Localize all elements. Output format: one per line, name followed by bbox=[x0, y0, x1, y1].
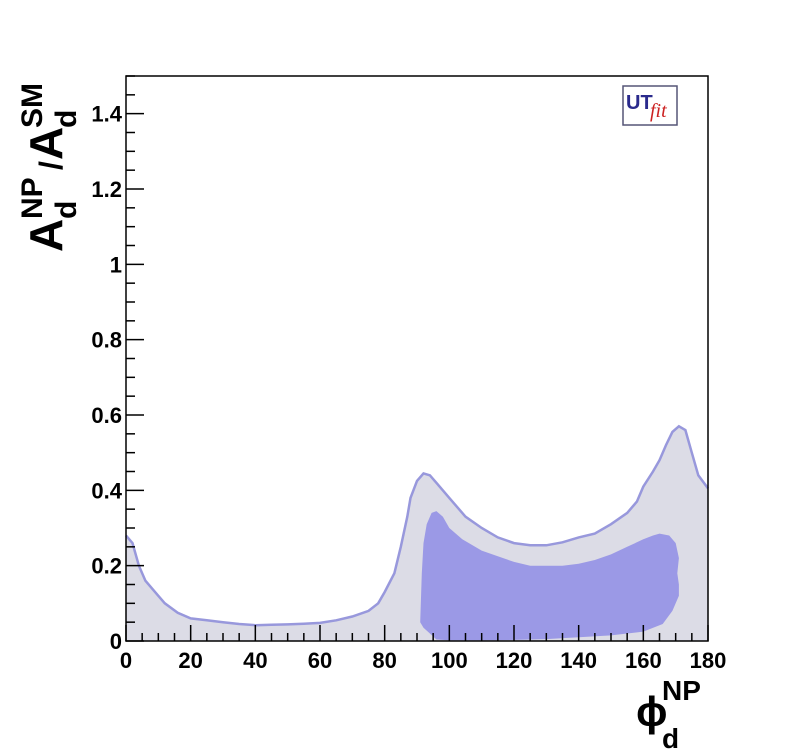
outer-region-boundary bbox=[125, 424, 710, 627]
y-title-a-sm: A bbox=[20, 127, 72, 160]
x-tick-label: 120 bbox=[496, 648, 533, 673]
y-tick-label: 0.6 bbox=[91, 403, 122, 428]
y-tick-label: 1.2 bbox=[91, 177, 122, 202]
x-tick-label: 180 bbox=[690, 648, 727, 673]
logo-ut-text: UT bbox=[626, 92, 653, 114]
x-tick-label: 60 bbox=[308, 648, 332, 673]
x-tick-label: 160 bbox=[625, 648, 662, 673]
x-axis-ticks: 0 20 40 60 80 100 120 140 160 180 bbox=[120, 625, 726, 673]
y-tick-label: 1 bbox=[110, 252, 122, 277]
y-title-sub-d1: d bbox=[50, 201, 83, 219]
y-title-a-np: A bbox=[20, 219, 72, 252]
y-tick-label: 0 bbox=[110, 629, 122, 654]
x-tick-label: 40 bbox=[243, 648, 267, 673]
y-tick-label: 0.4 bbox=[91, 478, 122, 503]
y-title-slash: / bbox=[33, 161, 69, 170]
logo-fit-text: fit bbox=[650, 100, 667, 122]
x-tick-label: 20 bbox=[178, 648, 202, 673]
y-axis-title: A d NP / A d SM bbox=[16, 83, 83, 252]
x-tick-label: 100 bbox=[431, 648, 468, 673]
confidence-regions bbox=[125, 424, 710, 641]
x-tick-label: 140 bbox=[560, 648, 597, 673]
y-tick-label: 0.2 bbox=[91, 554, 122, 579]
x-title-sup-np: NP bbox=[662, 675, 701, 706]
y-axis-ticks: 0 0.2 0.4 0.6 0.8 1 1.2 1.4 bbox=[91, 75, 144, 654]
x-tick-label: 0 bbox=[120, 648, 132, 673]
inner-region-area bbox=[420, 511, 679, 641]
y-tick-label: 0.8 bbox=[91, 328, 122, 353]
utfit-logo: UT fit bbox=[622, 85, 678, 126]
x-axis-title: ϕ NP d bbox=[636, 675, 701, 754]
y-title-sup-np: NP bbox=[16, 177, 49, 219]
x-tick-label: 80 bbox=[372, 648, 396, 673]
y-title-sub-d2: d bbox=[50, 110, 83, 128]
x-title-sub-d: d bbox=[662, 723, 679, 754]
y-tick-label: 1.4 bbox=[91, 102, 122, 127]
x-title-phi: ϕ bbox=[636, 688, 667, 735]
y-title-sup-sm: SM bbox=[16, 83, 49, 128]
